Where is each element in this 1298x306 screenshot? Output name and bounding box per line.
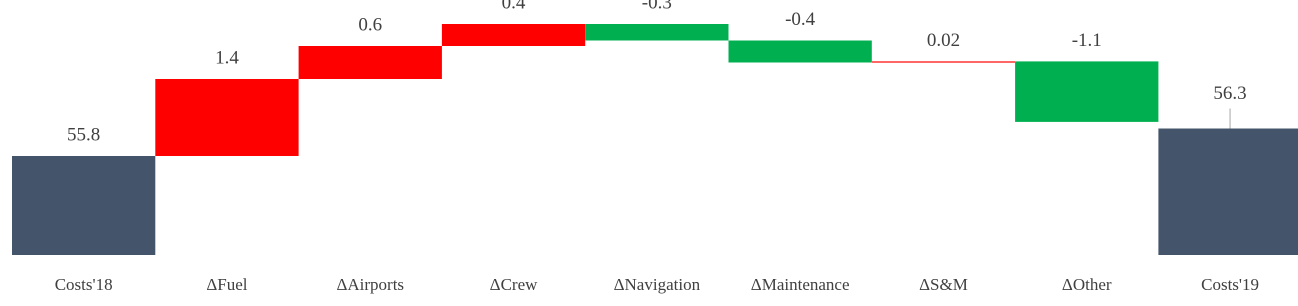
bar [441, 24, 586, 46]
x-tick-label: ΔNavigation [614, 275, 701, 294]
bar [298, 46, 442, 79]
value-label: -0.4 [785, 9, 816, 30]
bar [12, 156, 156, 255]
value-label: 1.4 [215, 47, 239, 68]
x-tick-label: ΔOther [1062, 275, 1112, 294]
x-tick-label: Costs'18 [55, 275, 113, 294]
bar [1158, 128, 1298, 255]
x-tick-label: ΔCrew [490, 275, 538, 294]
value-label: 0.4 [502, 0, 526, 13]
x-tick-label: ΔMaintenance [751, 275, 850, 294]
value-label: 0.02 [927, 30, 960, 51]
bar [728, 40, 872, 63]
x-tick-label: ΔS&M [919, 275, 968, 294]
value-label: -1.1 [1072, 30, 1102, 51]
x-tick-label: ΔAirports [336, 275, 404, 294]
bar [1015, 61, 1159, 122]
x-tick-label: Costs'19 [1201, 275, 1259, 294]
value-label: -0.3 [642, 0, 672, 13]
x-tick-label: ΔFuel [206, 275, 247, 294]
value-label: 55.8 [67, 124, 100, 145]
bar [585, 24, 729, 41]
bar [871, 61, 1016, 63]
bar [155, 79, 299, 156]
value-label: 56.3 [1213, 83, 1246, 104]
value-label: 0.6 [358, 14, 382, 35]
